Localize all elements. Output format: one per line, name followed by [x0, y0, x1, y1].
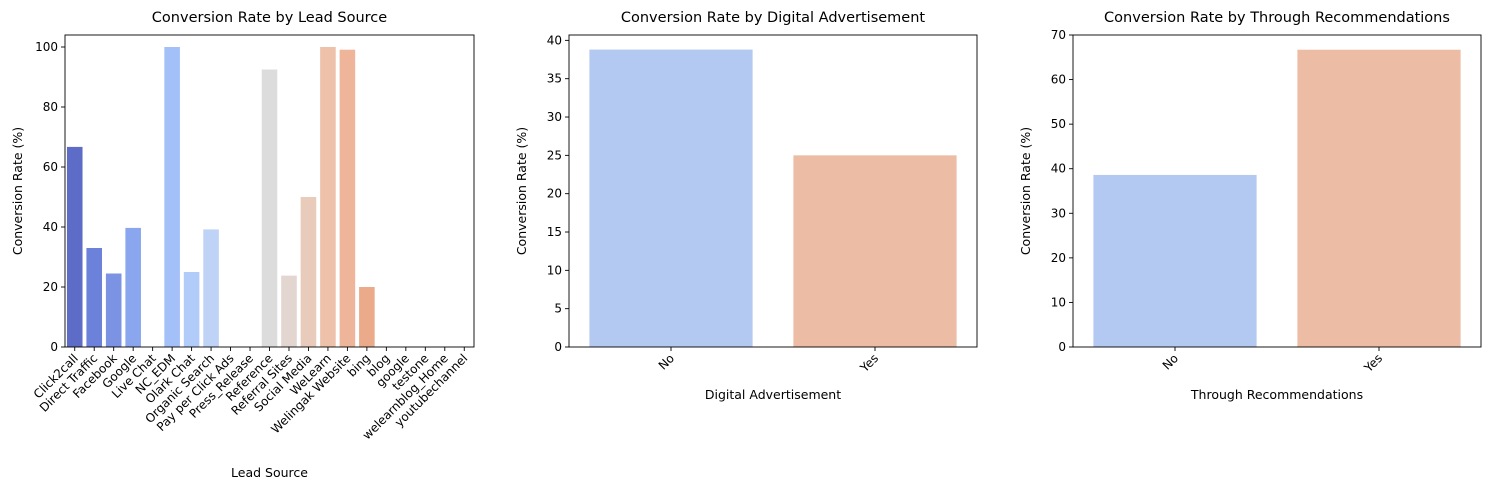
y-tick-label: 20: [43, 280, 58, 294]
y-tick-label: 30: [1051, 206, 1066, 220]
chart-title: Conversion Rate by Lead Source: [152, 10, 387, 26]
bar-organic-search: [203, 229, 219, 347]
bar-social-media: [300, 197, 317, 347]
y-axis-label: Conversion Rate (%): [514, 127, 529, 255]
x-tick-label: Yes: [1361, 351, 1385, 375]
y-axis-label: Conversion Rate (%): [10, 127, 25, 255]
bar-direct-traffic: [86, 248, 102, 347]
bar-bing: [359, 287, 375, 347]
chart-panel-2: 0 5 10 15 20 25 30 35 40 No Yes Conversion Rate by …: [514, 10, 978, 402]
axes-frame: [568, 34, 978, 348]
y-tick-label: 30: [547, 110, 562, 124]
y-tick-label: 20: [1051, 251, 1066, 265]
bar-google: [125, 227, 141, 347]
x-axis-label: Through Recommendations: [1190, 387, 1363, 402]
bar-facebook: [105, 273, 122, 347]
y-tick-label: 100: [35, 40, 58, 54]
y-tick-label: 60: [43, 160, 58, 174]
bar-yes: [1297, 49, 1461, 348]
y-tick-label: 25: [547, 148, 562, 162]
x-axis-label: Lead Source: [231, 465, 308, 480]
y-tick-label: 40: [1051, 162, 1066, 176]
y-tick-label: 70: [1051, 28, 1066, 42]
y-tick-label: 35: [547, 72, 562, 86]
bar-welingak-website: [339, 49, 356, 347]
bar-yes: [793, 155, 957, 347]
y-tick-label: 50: [1051, 117, 1066, 131]
y-tick-label: 10: [547, 263, 562, 277]
y-tick-label: 20: [547, 187, 562, 201]
chart-panel-3: 0 10 20 30 40 50 60 70 No Yes Conversion Rate by T…: [1018, 10, 1482, 402]
bar-olark-chat: [183, 272, 200, 347]
x-tick-label: No: [656, 351, 677, 372]
y-tick-label: 5: [554, 302, 562, 316]
y-tick-label: 40: [547, 33, 562, 47]
bar-no: [589, 49, 753, 347]
bar-click2call: [66, 146, 83, 347]
x-axis-label: Digital Advertisement: [705, 387, 841, 402]
bar-nc-edm: [164, 47, 180, 347]
axes-frame: [1072, 34, 1482, 348]
y-tick-label: 10: [1051, 295, 1066, 309]
y-tick-label: 40: [43, 220, 58, 234]
bar-no: [1093, 174, 1257, 347]
chart-title: Conversion Rate by Through Recommendatio…: [1104, 10, 1450, 26]
bar-welearn: [320, 47, 336, 347]
x-tick-label: Yes: [857, 351, 881, 375]
bar-reference: [261, 69, 278, 347]
y-tick-label: 0: [50, 340, 58, 354]
y-tick-label: 80: [43, 100, 58, 114]
y-tick-label: 0: [1058, 340, 1066, 354]
x-tick-label: No: [1160, 351, 1181, 372]
y-tick-label: 15: [547, 225, 562, 239]
bar-referral-sites: [281, 275, 297, 347]
y-tick-label: 60: [1051, 73, 1066, 87]
y-axis-label: Conversion Rate (%): [1018, 127, 1033, 255]
y-tick-label: 0: [554, 340, 562, 354]
chart-title: Conversion Rate by Digital Advertisement: [621, 10, 926, 26]
